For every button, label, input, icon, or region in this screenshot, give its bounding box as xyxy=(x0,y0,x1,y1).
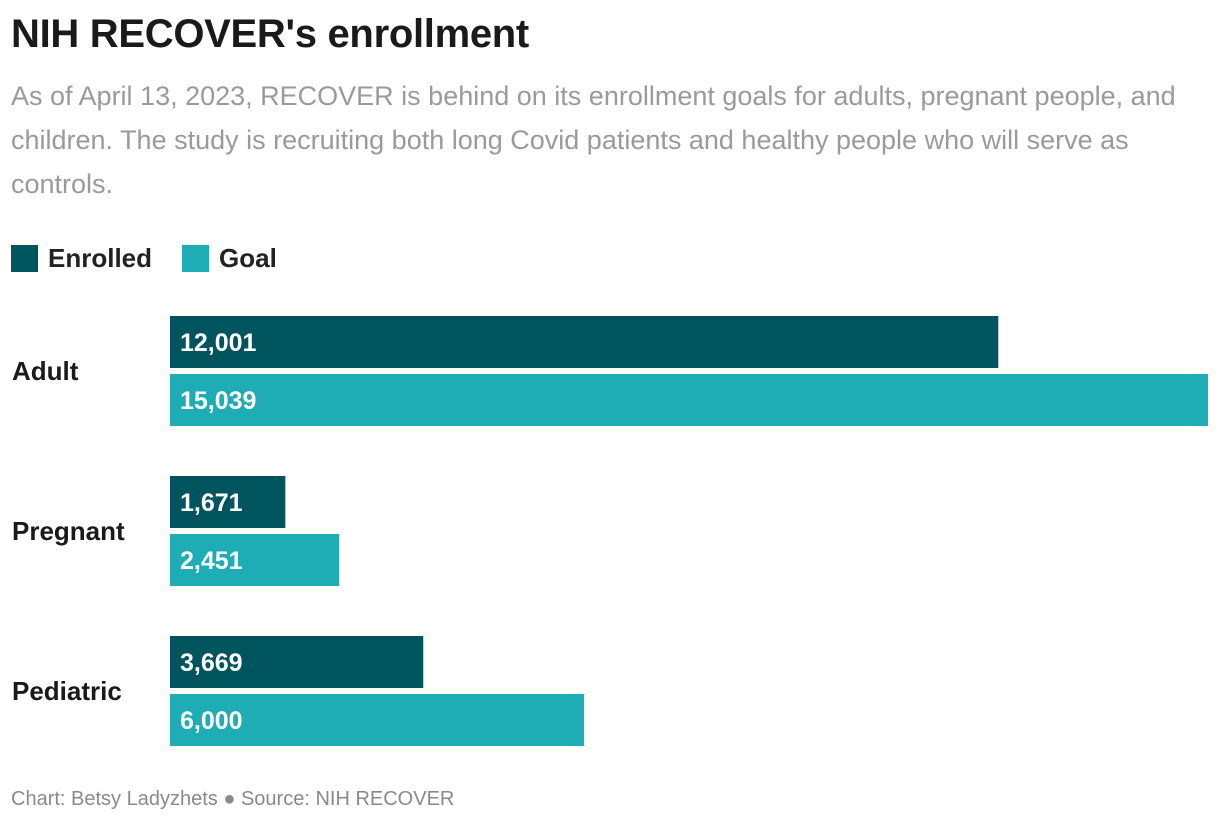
chart-subtitle: As of April 13, 2023, RECOVER is behind … xyxy=(11,81,1176,199)
bar-label-goal-adult: 15,039 xyxy=(180,387,256,415)
legend-item-goal: Goal xyxy=(182,243,277,274)
category-label-pediatric: Pediatric xyxy=(12,676,122,706)
chart-footer: Chart: Betsy Ladyzhets ● Source: NIH REC… xyxy=(11,788,455,810)
bar-label-enrolled-pediatric: 3,669 xyxy=(180,649,243,677)
bar-goal-adult xyxy=(170,374,1208,426)
bar-label-goal-pediatric: 6,000 xyxy=(180,707,243,735)
bar-label-enrolled-adult: 12,001 xyxy=(180,329,257,357)
legend-label-goal: Goal xyxy=(219,242,277,273)
category-label-pregnant: Pregnant xyxy=(12,516,125,546)
bar-chart: Adult 12,001 15,039 Pregnant 1,671 2,451 Pedia… xyxy=(12,316,1208,746)
bar-label-goal-pregnant: 2,451 xyxy=(180,547,243,575)
legend-swatch-goal xyxy=(182,244,210,272)
legend-swatch-enrolled xyxy=(11,244,38,272)
bar-enrolled-pediatric xyxy=(170,636,424,688)
bar-enrolled-adult xyxy=(170,316,999,368)
category-label-adult: Adult xyxy=(12,356,79,386)
chart-title: NIH RECOVER's enrollment xyxy=(11,12,529,56)
bar-goal-pregnant xyxy=(170,534,340,586)
bar-enrolled-pregnant xyxy=(170,476,286,528)
bar-label-enrolled-pregnant: 1,671 xyxy=(180,489,243,517)
legend-label-enrolled: Enrolled xyxy=(48,242,153,273)
legend-item-enrolled: Enrolled xyxy=(11,243,152,274)
bar-goal-pediatric xyxy=(170,694,585,746)
legend: Enrolled Goal xyxy=(11,240,307,276)
